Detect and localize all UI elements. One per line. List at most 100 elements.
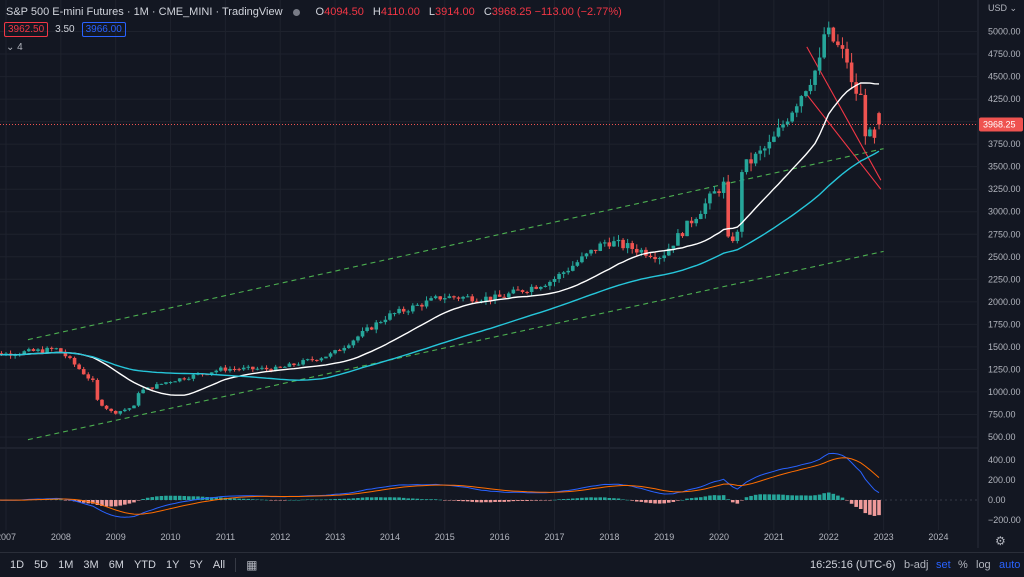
candle-body — [717, 191, 721, 193]
candle-body — [319, 358, 324, 361]
percent-toggle[interactable]: % — [958, 559, 968, 571]
candle-body — [182, 378, 187, 380]
candle-body — [49, 347, 54, 349]
price-tick-label: 3000.00 — [988, 207, 1021, 217]
macd-histogram-bar — [685, 498, 689, 500]
macd-histogram-bar — [383, 497, 388, 500]
timeframe-all[interactable]: All — [212, 559, 226, 571]
calendar-icon[interactable]: ▦ — [246, 558, 258, 572]
time-tick-label: 2023 — [874, 532, 894, 542]
candle-body — [360, 330, 365, 337]
sell-button[interactable]: 3962.50 — [4, 22, 49, 37]
macd-histogram-bar — [721, 495, 726, 500]
candle-body — [836, 41, 840, 46]
candle-body — [712, 191, 717, 194]
candle-body — [452, 296, 456, 298]
buy-button[interactable]: 3966.00 — [81, 22, 126, 37]
macd-histogram-bar — [511, 500, 516, 502]
settlement-toggle[interactable]: set — [936, 559, 951, 571]
b-adj-toggle[interactable]: b-adj — [904, 559, 929, 571]
candle-body — [136, 393, 141, 406]
time-tick-label: 2012 — [270, 532, 290, 542]
candle-body — [333, 350, 337, 354]
macd-histogram-bar — [438, 499, 443, 501]
macd-histogram-bar — [173, 495, 177, 500]
candle-body — [315, 359, 319, 361]
timeframe-1d[interactable]: 1D — [10, 559, 25, 571]
macd-histogram-bar — [479, 500, 484, 503]
timeframe-5y[interactable]: 5Y — [189, 559, 203, 571]
candle-body — [260, 367, 264, 369]
time-tick-label: 2014 — [380, 532, 400, 542]
price-axis[interactable]: 500.00 750.00 1000.00 1250.00 1500.00 1750.00… — [979, 27, 1023, 525]
macd-histogram-bar — [584, 497, 589, 500]
macd-histogram-bar — [415, 498, 420, 500]
candle-body — [296, 364, 301, 366]
candle-body — [845, 48, 849, 63]
currency-text: USD — [988, 3, 1008, 13]
candle-body — [132, 405, 136, 409]
timeframe-1y[interactable]: 1Y — [165, 559, 180, 571]
price-tick-label: 4500.00 — [988, 72, 1021, 82]
timeframe-ytd[interactable]: YTD — [133, 559, 156, 571]
macd-histogram-bar — [506, 500, 511, 502]
indicators-toggle[interactable]: ⌄ 4 — [6, 42, 23, 53]
time-tick-label: 2017 — [544, 532, 564, 542]
timeframe-3m[interactable]: 3M — [83, 559, 99, 571]
macd-histogram-bar — [310, 499, 315, 500]
candle-body — [520, 290, 525, 292]
macd-histogram-bar — [548, 500, 552, 501]
macd-histogram-bar — [433, 499, 438, 500]
candle-body — [104, 405, 109, 409]
candle-body — [758, 150, 762, 154]
candle-body — [785, 121, 790, 125]
candle-body — [310, 359, 315, 361]
macd-histogram-bar — [872, 500, 877, 516]
candle-body — [228, 368, 232, 371]
gear-icon[interactable]: ⚙ — [995, 534, 1006, 548]
time-tick-label: 2021 — [764, 532, 784, 542]
candle-body — [730, 236, 735, 242]
candle-body — [433, 296, 438, 299]
macd-histogram-bar — [123, 500, 127, 505]
macd-tick-label: 200.00 — [988, 475, 1016, 485]
macd-histogram-bar — [666, 500, 671, 503]
macd-histogram-bar — [657, 500, 662, 504]
candle-body — [287, 363, 292, 367]
candle-body — [561, 272, 566, 274]
macd-tick-label: 0.00 — [988, 495, 1006, 505]
candle-body — [671, 245, 676, 249]
macd-histogram-bar — [159, 495, 164, 500]
candle-body — [877, 113, 881, 125]
macd-histogram-bar — [730, 500, 735, 503]
log-toggle[interactable]: log — [976, 559, 991, 571]
auto-toggle[interactable]: auto — [999, 559, 1021, 571]
chevron-down-icon: ⌄ — [1007, 3, 1018, 13]
candle-body — [95, 379, 100, 400]
macd-histogram-bar — [342, 498, 347, 500]
symbol-header: S&P 500 E-mini Futures · 1M · CME_MINI ·… — [6, 4, 628, 20]
macd-histogram-bar — [127, 500, 132, 504]
macd-histogram-bar — [703, 496, 708, 500]
candle-body — [347, 345, 351, 348]
candle-body — [639, 249, 644, 253]
macd-histogram-bar — [831, 493, 836, 500]
open-value: 4094.50 — [324, 6, 364, 18]
time-axis[interactable]: 2007 2008 2009 2010 2011 2012 2013 2014 2015 2016… — [0, 532, 948, 542]
macd-histogram-bar — [141, 498, 145, 500]
candle-body — [726, 181, 730, 237]
clock[interactable]: 16:25:16 (UTC-6) — [810, 559, 896, 571]
candle-body — [456, 297, 461, 299]
candle-body — [543, 285, 548, 287]
timeframe-5d[interactable]: 5D — [34, 559, 49, 571]
macd-histogram-bar — [552, 499, 557, 501]
macd-histogram-bar — [424, 499, 429, 500]
currency-label[interactable]: USD ⌄ — [988, 3, 1017, 14]
timeframe-1m[interactable]: 1M — [58, 559, 74, 571]
chart-canvas[interactable]: 500.00 750.00 1000.00 1250.00 1500.00 1750.00… — [0, 0, 1024, 552]
macd-histogram-bar — [150, 497, 155, 500]
timeframe-6m[interactable]: 6M — [108, 559, 124, 571]
candle-body — [749, 159, 753, 164]
symbol-title[interactable]: S&P 500 E-mini Futures · 1M · CME_MINI ·… — [6, 6, 283, 18]
macd-histogram-bar — [497, 500, 502, 502]
